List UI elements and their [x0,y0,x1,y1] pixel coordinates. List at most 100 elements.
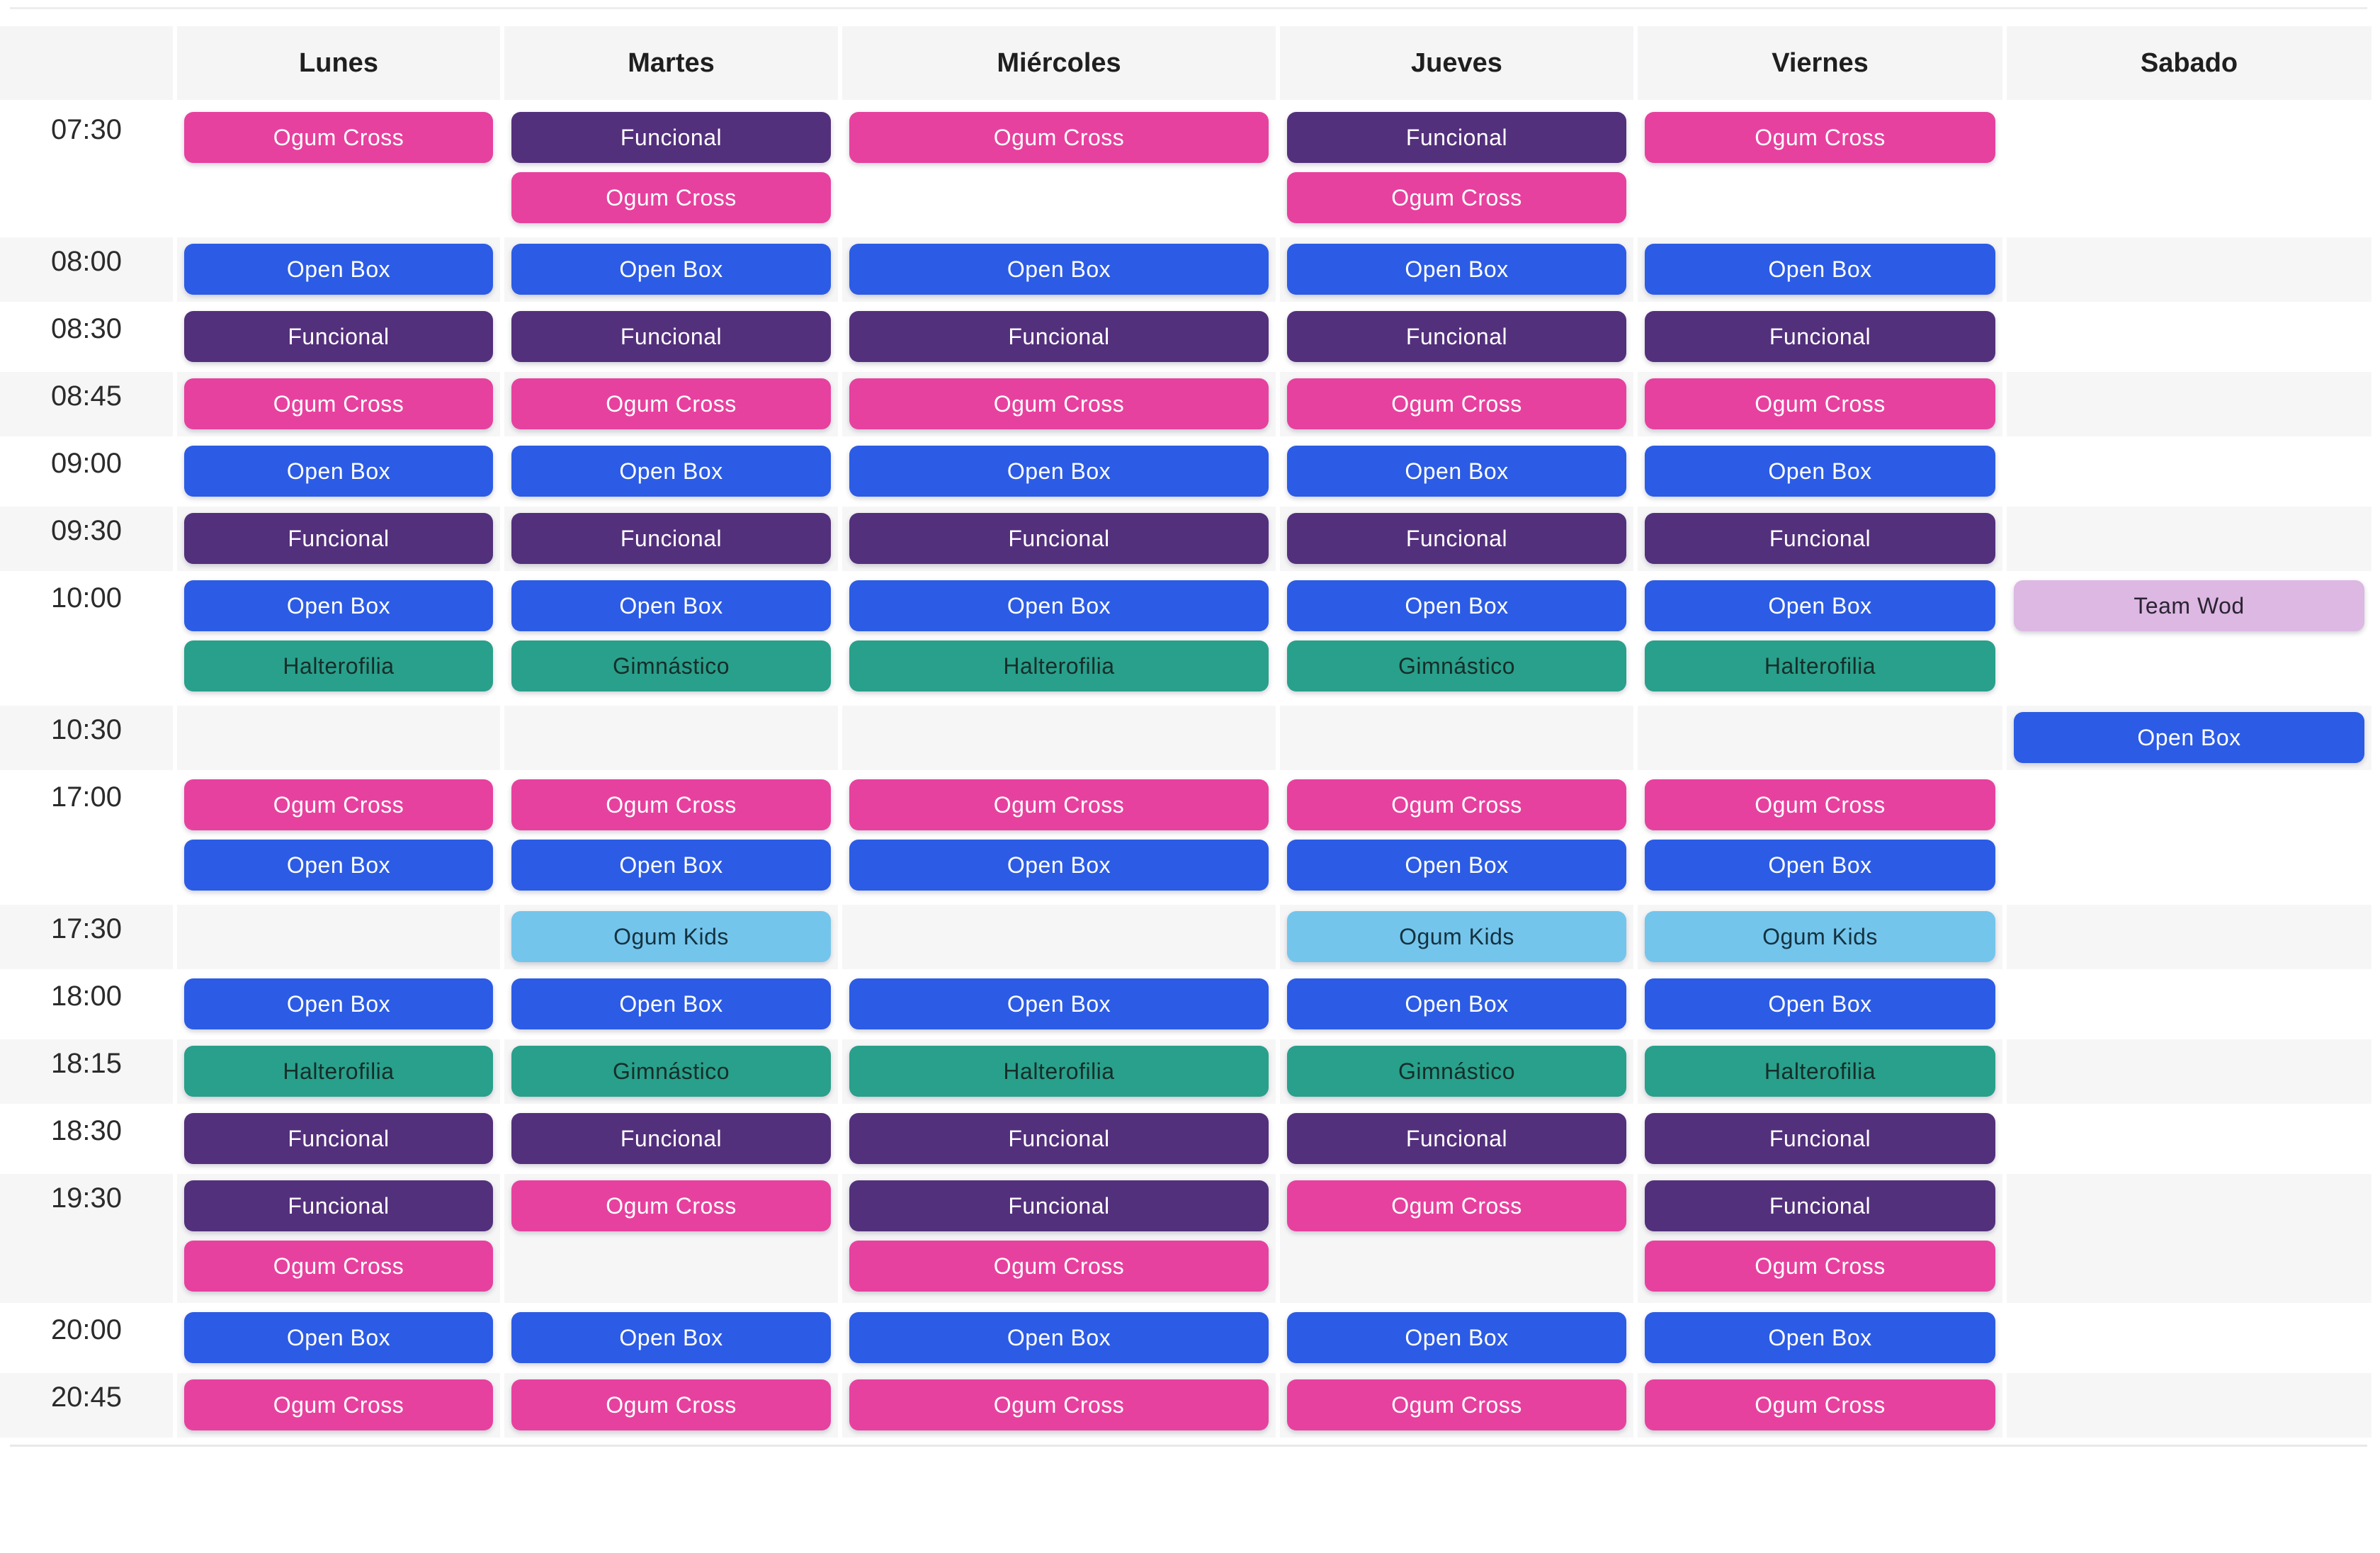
day-cell: Halterofilia [177,1039,500,1104]
class-pill-ogum-cross[interactable]: Ogum Cross [849,378,1269,429]
class-pill-ogum-cross[interactable]: Ogum Cross [184,1241,493,1292]
time-label: 17:30 [0,905,173,969]
day-cell: Funcional [1280,1107,1633,1171]
class-pill-team-wod[interactable]: Team Wod [2014,580,2364,631]
class-pill-ogum-kids[interactable]: Ogum Kids [1287,911,1626,962]
class-pill-funcional[interactable]: Funcional [1645,311,1995,362]
class-pill-gimnastico[interactable]: Gimnástico [1287,640,1626,691]
class-pill-gimnastico[interactable]: Gimnástico [511,640,831,691]
class-pill-funcional[interactable]: Funcional [1645,513,1995,564]
class-pill-funcional[interactable]: Funcional [849,1180,1269,1231]
class-pill-ogum-cross[interactable]: Ogum Cross [1645,112,1995,163]
class-pill-gimnastico[interactable]: Gimnástico [511,1046,831,1097]
class-pill-ogum-cross[interactable]: Ogum Cross [184,112,493,163]
day-cell: Funcional [1280,305,1633,369]
class-pill-ogum-cross[interactable]: Ogum Cross [511,378,831,429]
class-pill-open-box[interactable]: Open Box [849,446,1269,497]
class-pill-funcional[interactable]: Funcional [1287,1113,1626,1164]
class-pill-halterofilia[interactable]: Halterofilia [1645,1046,1995,1097]
class-pill-ogum-cross[interactable]: Ogum Cross [1645,779,1995,830]
class-pill-halterofilia[interactable]: Halterofilia [184,640,493,691]
class-pill-ogum-cross[interactable]: Ogum Cross [511,1379,831,1430]
class-pill-open-box[interactable]: Open Box [511,580,831,631]
class-pill-ogum-cross[interactable]: Ogum Cross [849,112,1269,163]
class-pill-halterofilia[interactable]: Halterofilia [849,640,1269,691]
class-pill-ogum-cross[interactable]: Ogum Cross [849,1379,1269,1430]
class-pill-funcional[interactable]: Funcional [184,1113,493,1164]
class-pill-ogum-cross[interactable]: Ogum Cross [184,779,493,830]
class-pill-ogum-cross[interactable]: Ogum Cross [1287,1379,1626,1430]
class-pill-funcional[interactable]: Funcional [1645,1113,1995,1164]
class-pill-funcional[interactable]: Funcional [511,311,831,362]
class-pill-open-box[interactable]: Open Box [1287,244,1626,295]
class-pill-funcional[interactable]: Funcional [184,311,493,362]
time-row: 18:00 Open Box Open Box Open Box Open Box Ope… [0,972,2380,1037]
class-pill-open-box[interactable]: Open Box [184,1312,493,1363]
class-pill-funcional[interactable]: Funcional [511,112,831,163]
day-cell: Funcional [504,1107,838,1171]
class-pill-open-box[interactable]: Open Box [849,244,1269,295]
class-pill-open-box[interactable]: Open Box [1645,446,1995,497]
class-pill-ogum-kids[interactable]: Ogum Kids [1645,911,1995,962]
class-pill-funcional[interactable]: Funcional [184,513,493,564]
class-pill-gimnastico[interactable]: Gimnástico [1287,1046,1626,1097]
class-pill-open-box[interactable]: Open Box [1645,580,1995,631]
class-pill-funcional[interactable]: Funcional [849,513,1269,564]
class-pill-open-box[interactable]: Open Box [184,580,493,631]
class-pill-funcional[interactable]: Funcional [184,1180,493,1231]
class-pill-funcional[interactable]: Funcional [511,1113,831,1164]
class-pill-open-box[interactable]: Open Box [184,446,493,497]
class-pill-open-box[interactable]: Open Box [1645,244,1995,295]
class-pill-ogum-cross[interactable]: Ogum Cross [1645,1241,1995,1292]
class-pill-ogum-kids[interactable]: Ogum Kids [511,911,831,962]
class-pill-open-box[interactable]: Open Box [1287,840,1626,891]
class-pill-funcional[interactable]: Funcional [511,513,831,564]
class-pill-open-box[interactable]: Open Box [1645,1312,1995,1363]
class-pill-open-box[interactable]: Open Box [1287,580,1626,631]
class-pill-ogum-cross[interactable]: Ogum Cross [1645,1379,1995,1430]
class-pill-ogum-cross[interactable]: Ogum Cross [1645,378,1995,429]
class-pill-open-box[interactable]: Open Box [1645,840,1995,891]
class-pill-funcional[interactable]: Funcional [849,1113,1269,1164]
class-pill-open-box[interactable]: Open Box [849,978,1269,1029]
class-pill-ogum-cross[interactable]: Ogum Cross [1287,378,1626,429]
class-pill-open-box[interactable]: Open Box [1287,1312,1626,1363]
class-pill-open-box[interactable]: Open Box [849,840,1269,891]
class-pill-ogum-cross[interactable]: Ogum Cross [511,779,831,830]
class-pill-ogum-cross[interactable]: Ogum Cross [1287,172,1626,223]
class-pill-funcional[interactable]: Funcional [1287,513,1626,564]
class-pill-ogum-cross[interactable]: Ogum Cross [511,1180,831,1231]
class-pill-funcional[interactable]: Funcional [1645,1180,1995,1231]
class-pill-funcional[interactable]: Funcional [849,311,1269,362]
class-pill-ogum-cross[interactable]: Ogum Cross [184,1379,493,1430]
day-cell: Funcional Ogum Cross [177,1174,500,1303]
class-pill-open-box[interactable]: Open Box [511,1312,831,1363]
class-pill-open-box[interactable]: Open Box [511,446,831,497]
time-label: 20:00 [0,1306,173,1370]
class-pill-ogum-cross[interactable]: Ogum Cross [1287,1180,1626,1231]
class-pill-halterofilia[interactable]: Halterofilia [849,1046,1269,1097]
class-pill-open-box[interactable]: Open Box [1287,446,1626,497]
class-pill-open-box[interactable]: Open Box [1645,978,1995,1029]
class-pill-open-box[interactable]: Open Box [184,978,493,1029]
class-pill-funcional[interactable]: Funcional [1287,112,1626,163]
class-pill-funcional[interactable]: Funcional [1287,311,1626,362]
class-pill-open-box[interactable]: Open Box [2014,712,2364,763]
class-pill-open-box[interactable]: Open Box [849,1312,1269,1363]
class-pill-open-box[interactable]: Open Box [184,244,493,295]
class-pill-open-box[interactable]: Open Box [511,840,831,891]
class-pill-halterofilia[interactable]: Halterofilia [184,1046,493,1097]
class-pill-open-box[interactable]: Open Box [849,580,1269,631]
class-pill-open-box[interactable]: Open Box [511,244,831,295]
class-pill-ogum-cross[interactable]: Ogum Cross [849,779,1269,830]
class-pill-open-box[interactable]: Open Box [1287,978,1626,1029]
class-pill-ogum-cross[interactable]: Ogum Cross [511,172,831,223]
schedule-body: 07:30 Ogum Cross Funcional Ogum Cross Ogum C… [0,106,2380,1438]
class-pill-ogum-cross[interactable]: Ogum Cross [1287,779,1626,830]
class-pill-halterofilia[interactable]: Halterofilia [1645,640,1995,691]
class-pill-open-box[interactable]: Open Box [184,840,493,891]
empty-cell [2007,1174,2372,1303]
class-pill-ogum-cross[interactable]: Ogum Cross [184,378,493,429]
class-pill-open-box[interactable]: Open Box [511,978,831,1029]
class-pill-ogum-cross[interactable]: Ogum Cross [849,1241,1269,1292]
